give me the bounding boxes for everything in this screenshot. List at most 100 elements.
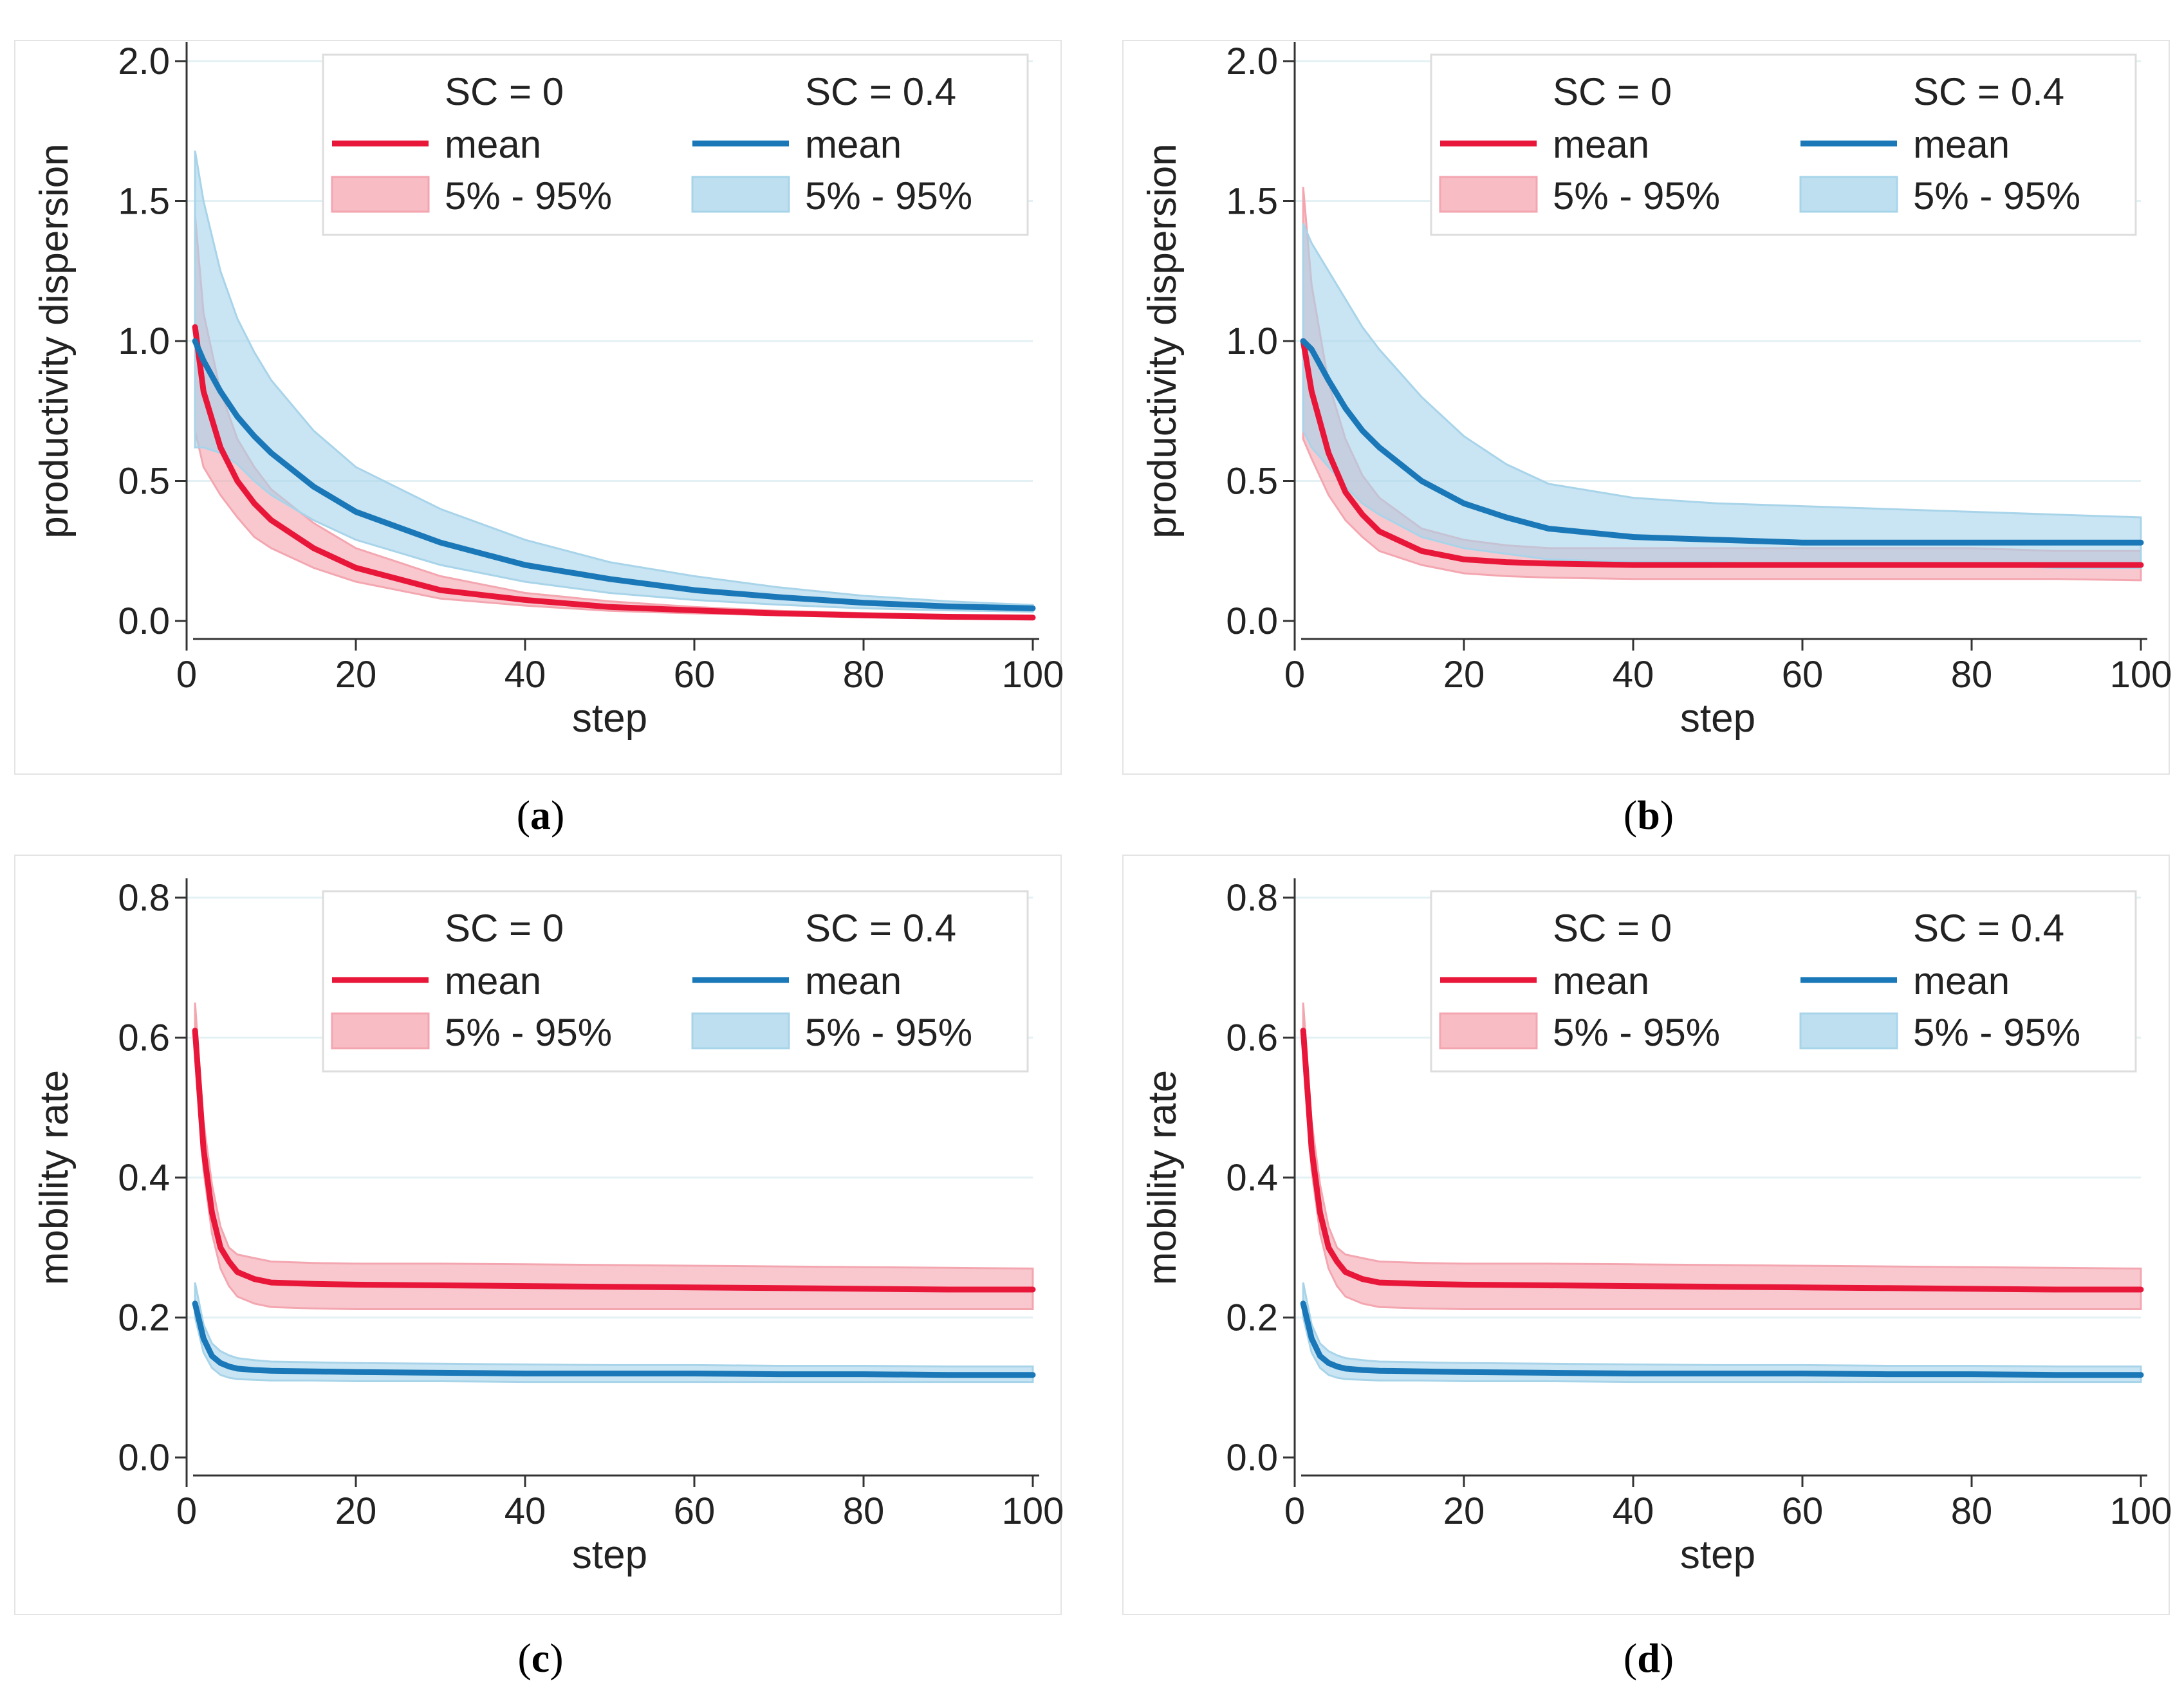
chart-a: 0.0 0.5 1.0 1.5 2.0 0 20 40 60 80 100 step productiv… xyxy=(32,41,1064,741)
legend-band-label: 5% - 95% xyxy=(445,174,612,217)
legend-mean-label: mean xyxy=(1913,123,2010,166)
y-tick-label: 1.0 xyxy=(118,320,170,362)
x-tick-label: 20 xyxy=(335,1490,377,1532)
mean-line-series-0 xyxy=(1300,338,2144,568)
mean-line-series-1 xyxy=(1300,338,2144,546)
x-tick-label: 60 xyxy=(674,654,716,696)
band-series-0 xyxy=(194,215,1034,620)
mean-line-series-0 xyxy=(1300,1028,2144,1293)
legend-group-title: SC = 0 xyxy=(445,70,564,113)
x-axis-label: step xyxy=(572,1533,647,1577)
legend-band-label: 5% - 95% xyxy=(445,1011,612,1054)
x-tick-label: 60 xyxy=(674,1490,716,1532)
y-tick-label: 1.0 xyxy=(1226,320,1278,362)
x-axis-label: step xyxy=(1680,696,1755,741)
y-tick-label: 0.0 xyxy=(118,600,170,642)
y-axis-label: mobility rate xyxy=(1140,1070,1185,1285)
y-tick-label: 0.4 xyxy=(1226,1157,1278,1199)
x-tick-label: 40 xyxy=(504,1490,546,1532)
y-tick-label: 0.0 xyxy=(1226,600,1278,642)
legend-band-label: 5% - 95% xyxy=(805,174,972,217)
panel-c-caption: (c) xyxy=(517,1635,564,1681)
x-tick-label: 20 xyxy=(1443,654,1485,696)
y-tick-label: 0.6 xyxy=(1226,1017,1278,1059)
mean-line-series-0 xyxy=(192,324,1036,621)
x-tick-label: 60 xyxy=(1782,654,1824,696)
legend-band-swatch xyxy=(1799,1012,1898,1050)
y-tick-label: 0.4 xyxy=(118,1157,170,1199)
x-tick-label: 20 xyxy=(1443,1490,1485,1532)
y-tick-label: 0.5 xyxy=(1226,461,1278,503)
chart-b: 0.0 0.5 1.0 1.5 2.0 0 20 40 60 80 100 step productiv… xyxy=(1140,41,2172,741)
band-series-1 xyxy=(194,150,1034,613)
legend-group-title: SC = 0 xyxy=(1553,907,1672,950)
panel-a-caption: (a) xyxy=(516,792,565,838)
legend-group-title: SC = 0.4 xyxy=(1913,907,2064,950)
legend-band-swatch xyxy=(1439,1012,1538,1050)
legend-band-swatch xyxy=(691,1012,790,1050)
y-tick-label: 1.5 xyxy=(1226,181,1278,223)
y-tick-label: 0.8 xyxy=(1226,877,1278,919)
band-series-0 xyxy=(194,1002,1034,1310)
x-axis-label: step xyxy=(572,696,647,741)
legend-mean-label: mean xyxy=(445,123,541,166)
x-tick-label: 100 xyxy=(2110,1490,2172,1532)
y-tick-label: 0.0 xyxy=(1226,1437,1278,1479)
y-axis-label: mobility rate xyxy=(32,1070,77,1285)
panel-d-caption: (d) xyxy=(1623,1635,1674,1681)
legend-band-label: 5% - 95% xyxy=(1913,1011,2080,1054)
x-tick-label: 80 xyxy=(1951,1490,1993,1532)
mean-line-series-1 xyxy=(1300,1300,2144,1378)
y-tick-label: 0.6 xyxy=(118,1017,170,1059)
y-tick-label: 2.0 xyxy=(118,41,170,82)
legend-mean-label: mean xyxy=(1913,959,2010,1003)
legend-mean-label: mean xyxy=(1553,123,1649,166)
x-tick-label: 0 xyxy=(1284,1490,1305,1532)
legend-group-title: SC = 0.4 xyxy=(805,70,956,113)
x-tick-label: 80 xyxy=(843,654,885,696)
x-tick-label: 40 xyxy=(504,654,546,696)
legend-band-swatch xyxy=(331,1012,430,1050)
legend-band-swatch xyxy=(331,176,430,213)
legend-band-label: 5% - 95% xyxy=(1913,174,2080,217)
chart-c: 0.0 0.2 0.4 0.6 0.8 0 20 40 60 80 100 step mobility … xyxy=(32,877,1064,1577)
mean-line-series-1 xyxy=(192,338,1036,611)
x-tick-label: 40 xyxy=(1613,1490,1654,1532)
x-tick-label: 0 xyxy=(1284,654,1305,696)
y-tick-label: 0.2 xyxy=(1226,1297,1278,1339)
legend-group-title: SC = 0.4 xyxy=(805,907,956,950)
x-tick-label: 40 xyxy=(1613,654,1654,696)
x-tick-label: 100 xyxy=(2110,654,2172,696)
legend-band-swatch xyxy=(1799,176,1898,213)
y-tick-label: 0.5 xyxy=(118,461,170,503)
legend-group-title: SC = 0.4 xyxy=(1913,70,2064,113)
mean-line-series-1 xyxy=(192,1300,1036,1378)
mean-line-series-0 xyxy=(192,1028,1036,1293)
y-tick-label: 0.0 xyxy=(118,1437,170,1479)
legend-group-title: SC = 0 xyxy=(445,907,564,950)
legend-mean-label: mean xyxy=(805,959,902,1003)
legend-band-label: 5% - 95% xyxy=(805,1011,972,1054)
x-tick-label: 0 xyxy=(176,654,197,696)
chart-d: 0.0 0.2 0.4 0.6 0.8 0 20 40 60 80 100 step mobility … xyxy=(1140,877,2172,1577)
x-tick-label: 100 xyxy=(1002,1490,1064,1532)
legend-box xyxy=(1430,53,2137,236)
legend-box xyxy=(322,53,1029,236)
band-series-0 xyxy=(1302,1002,2142,1310)
legend-box xyxy=(322,890,1029,1073)
legend-group-title: SC = 0 xyxy=(1553,70,1672,113)
legend-band-label: 5% - 95% xyxy=(1553,1011,1720,1054)
legend-mean-label: mean xyxy=(805,123,902,166)
legend-band-label: 5% - 95% xyxy=(1553,174,1720,217)
x-tick-label: 80 xyxy=(843,1490,885,1532)
x-tick-label: 100 xyxy=(1002,654,1064,696)
x-tick-label: 60 xyxy=(1782,1490,1824,1532)
x-tick-label: 0 xyxy=(176,1490,197,1532)
x-axis-label: step xyxy=(1680,1533,1755,1577)
panel-b-caption: (b) xyxy=(1623,792,1674,838)
y-axis-label: productivity dispersion xyxy=(1140,143,1185,538)
band-series-1 xyxy=(1302,223,2142,569)
x-tick-label: 20 xyxy=(335,654,377,696)
y-axis-label: productivity dispersion xyxy=(32,143,77,538)
